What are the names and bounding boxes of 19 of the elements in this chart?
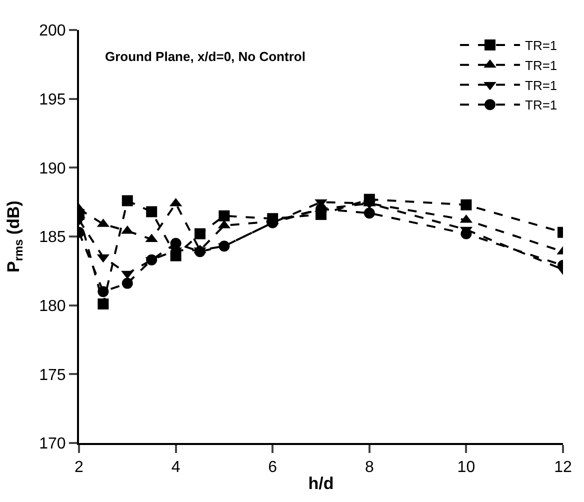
y-tick-label: 200 bbox=[39, 22, 66, 40]
y-tick-label: 180 bbox=[39, 298, 66, 315]
y-tick-label: 185 bbox=[39, 229, 66, 246]
x-tick-label: 8 bbox=[364, 459, 374, 476]
legend-label: TR=1 bbox=[525, 98, 558, 113]
legend-label: TR=1 bbox=[525, 78, 558, 93]
x-tick-label: 12 bbox=[554, 459, 572, 476]
annotation: Ground Plane, x/d=0, No Control bbox=[105, 49, 306, 64]
x-tick-label: 2 bbox=[74, 459, 84, 476]
y-tick-label: 195 bbox=[39, 91, 66, 108]
legend-label: TR=1 bbox=[525, 58, 558, 73]
y-tick-label: 175 bbox=[39, 366, 66, 384]
x-tick-label: 4 bbox=[171, 459, 180, 476]
x-tick-label: 10 bbox=[457, 459, 476, 476]
y-tick-label: 190 bbox=[39, 160, 66, 178]
x-axis-title: h/d bbox=[308, 474, 334, 494]
x-tick-label: 6 bbox=[268, 459, 278, 476]
legend-label: TR=1 bbox=[525, 38, 558, 54]
y-tick-label: 170 bbox=[39, 436, 66, 453]
